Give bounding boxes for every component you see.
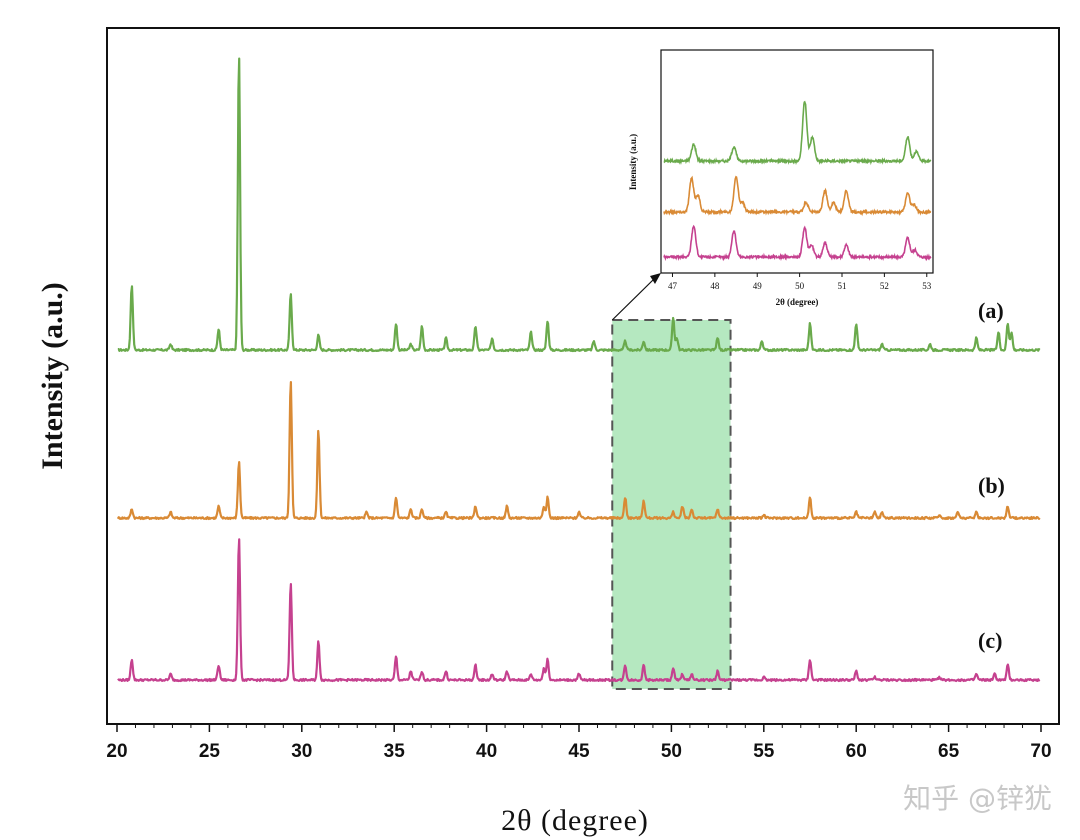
highlight-region bbox=[611, 319, 732, 690]
inset-x-tick-label-51: 51 bbox=[838, 281, 847, 291]
y-axis-label: Intensity (a.u.) bbox=[36, 282, 69, 470]
zoom-leader-line bbox=[611, 277, 656, 321]
x-tick-label-55: 55 bbox=[753, 741, 775, 762]
series-label-a: (a) bbox=[978, 298, 1004, 323]
series-label-c: (c) bbox=[978, 628, 1002, 653]
x-axis-label: 2θ (degree) bbox=[501, 804, 649, 837]
x-tick-label-40: 40 bbox=[476, 741, 497, 762]
x-tick-label-30: 30 bbox=[291, 741, 312, 762]
series-line-c bbox=[117, 538, 1041, 683]
x-tick-label-45: 45 bbox=[568, 741, 590, 762]
inset-series-line-a bbox=[663, 100, 932, 166]
inset-series-line-c bbox=[663, 224, 932, 262]
inset-series-group bbox=[663, 100, 932, 262]
x-tick-label-50: 50 bbox=[661, 741, 682, 762]
x-tick-label-25: 25 bbox=[199, 741, 221, 762]
x-tick-label-70: 70 bbox=[1030, 741, 1051, 762]
series-label-b: (b) bbox=[978, 473, 1005, 498]
inset-x-tick-label-48: 48 bbox=[710, 281, 720, 291]
plot-frame bbox=[106, 27, 1060, 725]
series-line-a bbox=[117, 57, 1041, 353]
inset-x-tick-label-49: 49 bbox=[753, 281, 763, 291]
x-tick-label-35: 35 bbox=[384, 741, 406, 762]
inset-x-axis-label: 2θ (degree) bbox=[776, 297, 819, 307]
inset-x-tick-label-47: 47 bbox=[668, 281, 678, 291]
inset-x-tick-label-53: 53 bbox=[922, 281, 932, 291]
watermark: 知乎 @锌犹 bbox=[903, 782, 1052, 815]
x-tick-label-20: 20 bbox=[106, 741, 127, 762]
inset-series-line-b bbox=[663, 175, 932, 217]
inset-x-axis: 47 48 49 50 51 52 53 bbox=[668, 273, 932, 291]
inset-x-tick-label-50: 50 bbox=[795, 281, 805, 291]
zoom-leader-arrowhead bbox=[650, 273, 661, 284]
x-axis: 20 25 30 35 40 45 50 55 60 65 70 bbox=[106, 724, 1052, 762]
x-tick-label-60: 60 bbox=[846, 741, 867, 762]
inset-y-axis-label: Intensity (a.u.) bbox=[628, 134, 638, 190]
x-tick-label-65: 65 bbox=[938, 741, 960, 762]
inset-x-tick-label-52: 52 bbox=[880, 281, 889, 291]
main-series-group bbox=[116, 57, 1041, 683]
inset-chart: 47 48 49 50 51 52 53 2θ (degree) Intensity (a.… bbox=[628, 49, 934, 307]
series-line-b bbox=[116, 381, 1041, 521]
